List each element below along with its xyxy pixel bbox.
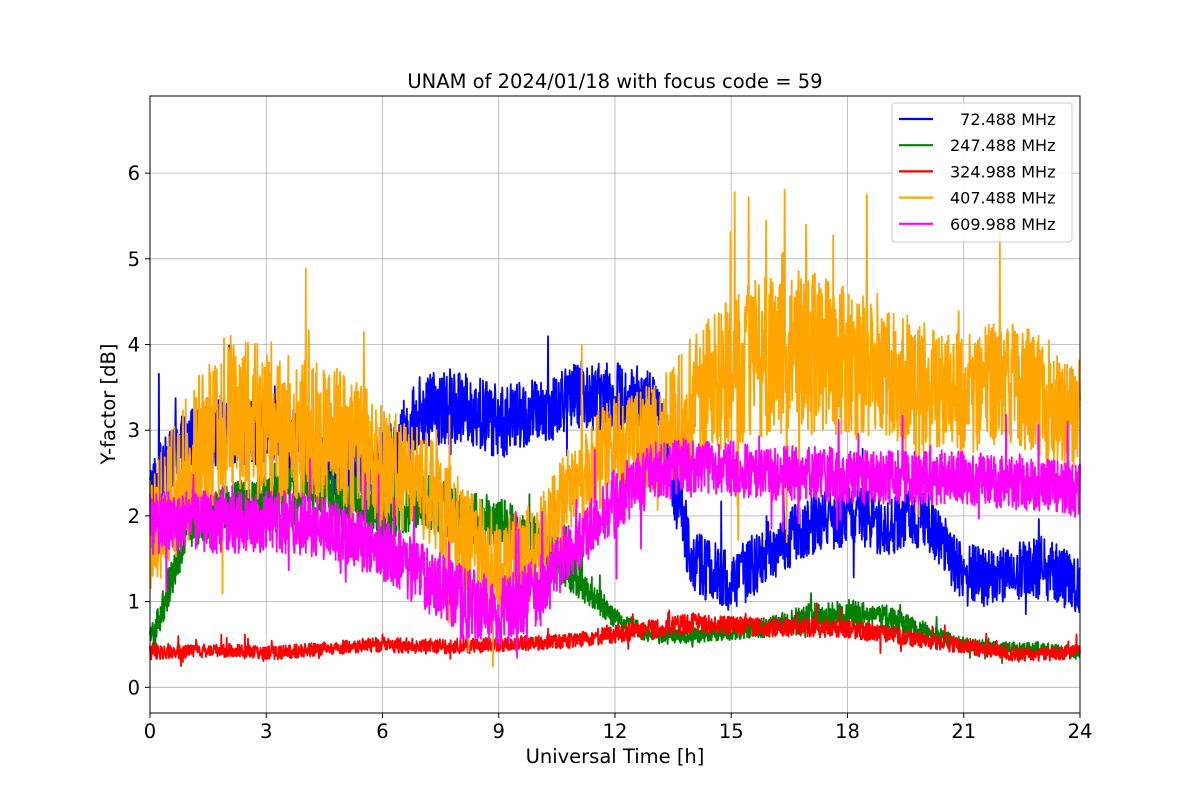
legend-label: 407.488 MHz [950,189,1055,208]
x-tick-label: 0 [144,720,156,743]
legend-label: 324.988 MHz [950,162,1055,181]
x-tick-label: 18 [835,720,860,743]
legend-label: 609.988 MHz [950,215,1055,234]
y-tick-label: 0 [128,676,140,699]
y-tick-label: 3 [128,419,140,442]
series-layer [149,188,1081,668]
y-axis-label: Y-factor [dB] [97,344,120,466]
legend-label: 247.488 MHz [950,136,1055,155]
y-tick-label: 2 [128,505,140,528]
x-tick-label: 12 [603,720,628,743]
legend: 72.488 MHz 247.488 MHz 324.988 MHz 407.488 … [891,102,1073,243]
y-tick-label: 4 [128,334,140,357]
x-tick-label: 21 [951,720,976,743]
x-tick-label: 15 [719,720,744,743]
series-line [149,413,1081,659]
chart-title: UNAM of 2024/01/18 with focus code = 59 [407,70,822,93]
y-tick-label: 5 [128,248,140,271]
x-axis-label: Universal Time [h] [526,745,705,768]
x-tick-label: 3 [260,720,272,743]
x-tick-label: 24 [1068,720,1093,743]
y-tick-label: 1 [128,591,140,614]
x-tick-label: 9 [493,720,505,743]
legend-label: 72.488 MHz [950,110,1055,129]
series-line [149,188,1081,668]
series-line [149,602,1081,667]
y-tick-label: 6 [128,162,140,185]
legend-box [891,102,1073,243]
series-line [149,425,1081,664]
x-tick-label: 6 [376,720,388,743]
